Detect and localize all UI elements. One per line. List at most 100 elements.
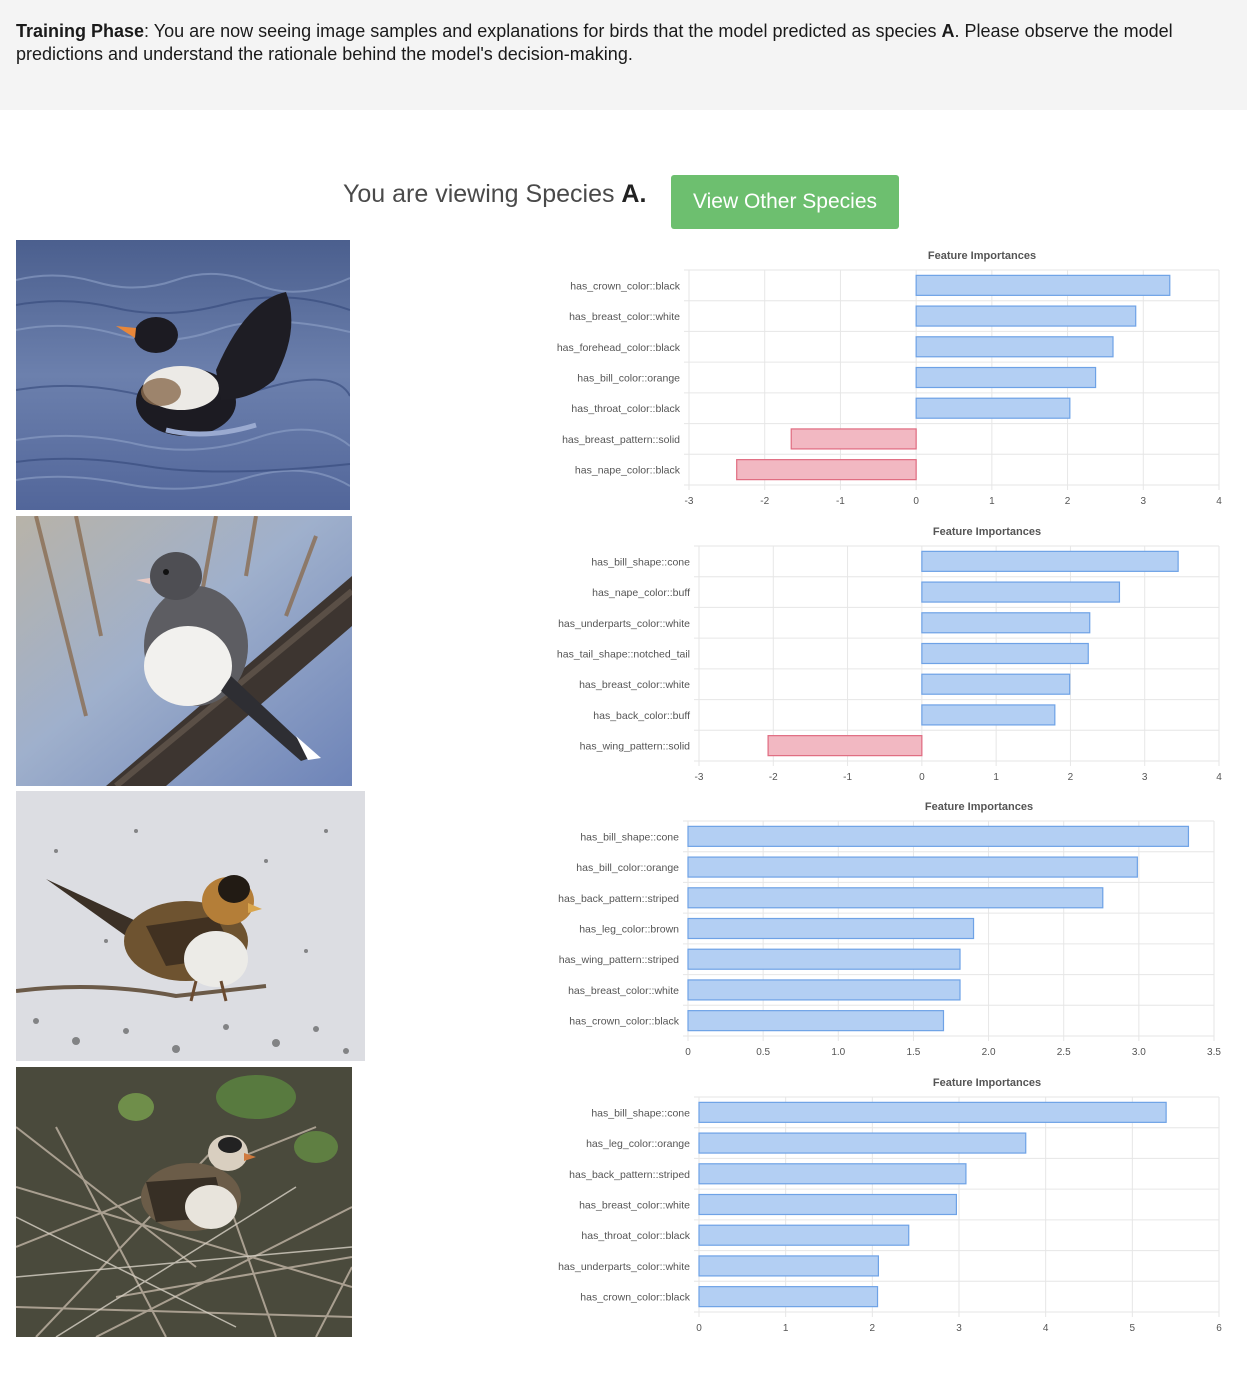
category-label: has_bill_shape::cone xyxy=(591,556,690,568)
category-label: has_wing_pattern::solid xyxy=(580,741,690,753)
category-label: has_leg_color::brown xyxy=(579,924,679,936)
category-label: has_underparts_color::white xyxy=(558,1261,690,1273)
bar-has-breast-color-white xyxy=(687,979,961,1001)
bar-has-breast-color-white xyxy=(915,305,1137,327)
x-tick-label: 0 xyxy=(685,1047,691,1058)
bar-has-breast-pattern-solid xyxy=(790,428,917,450)
x-tick-label: -1 xyxy=(843,772,852,783)
x-tick-label: 0 xyxy=(696,1323,702,1334)
category-label: has_back_pattern::striped xyxy=(569,1169,690,1181)
viewing-species-letter: A. xyxy=(621,180,647,208)
x-tick-label: -3 xyxy=(695,772,704,783)
bar-has-underparts-color-white xyxy=(921,612,1091,634)
x-tick-label: 2 xyxy=(1065,496,1071,507)
instructions-text-2: . Please observe the model predictions a… xyxy=(16,21,1173,64)
category-label: has_bill_shape::cone xyxy=(591,1107,690,1119)
viewing-prefix: You are viewing Species xyxy=(343,180,622,208)
category-label: has_nape_color::buff xyxy=(592,587,690,599)
category-label: has_breast_color::white xyxy=(568,985,679,997)
bar-has-nape-color-buff xyxy=(921,581,1121,603)
x-tick-label: -2 xyxy=(769,772,778,783)
x-tick-label: 2 xyxy=(870,1323,876,1334)
category-label: has_throat_color::black xyxy=(571,403,680,415)
category-label: has_bill_color::orange xyxy=(576,862,679,874)
x-tick-label: 6 xyxy=(1216,1323,1222,1334)
category-label: has_breast_color::white xyxy=(579,679,690,691)
bar-has-breast-color-white xyxy=(921,673,1071,695)
x-tick-label: 2.5 xyxy=(1057,1047,1071,1058)
x-tick-label: 3.0 xyxy=(1132,1047,1146,1058)
training-phase-label: Training Phase xyxy=(16,21,145,41)
x-tick-label: 1 xyxy=(783,1323,789,1334)
x-tick-label: 2 xyxy=(1068,772,1074,783)
bar-has-back-pattern-striped xyxy=(698,1163,967,1185)
x-tick-label: 0.5 xyxy=(756,1047,770,1058)
category-label: has_breast_pattern::solid xyxy=(562,434,680,446)
chart-title: Feature Importances xyxy=(933,1077,1041,1089)
category-label: has_tail_shape::notched_tail xyxy=(557,649,690,661)
bird-image-3 xyxy=(16,791,365,1061)
x-tick-label: -2 xyxy=(760,496,769,507)
x-tick-label: 5 xyxy=(1130,1323,1136,1334)
instructions-species: A xyxy=(941,21,955,41)
x-tick-label: 1 xyxy=(989,496,995,507)
view-other-species-button[interactable]: View Other Species xyxy=(671,175,899,229)
bar-has-wing-pattern-striped xyxy=(687,948,961,970)
x-tick-label: 3 xyxy=(1142,772,1148,783)
bar-has-crown-color-black xyxy=(698,1286,879,1308)
bar-has-crown-color-black xyxy=(915,274,1171,296)
feature-importance-chart-1: Feature Importances -3 -2 -1 0 1 2 3 4 has_crown_… xyxy=(540,240,1247,516)
category-label: has_wing_pattern::striped xyxy=(559,954,679,966)
instructions-banner: Training Phase: You are now seeing image… xyxy=(0,0,1247,110)
x-tick-label: 4 xyxy=(1043,1323,1049,1334)
bar-has-leg-color-orange xyxy=(698,1132,1027,1154)
x-tick-label: 1.0 xyxy=(831,1047,845,1058)
category-label: has_crown_color::black xyxy=(570,280,680,292)
feature-importance-chart-4: Feature Importances 0 1 2 3 4 5 6 has_bill_shape… xyxy=(540,1067,1247,1343)
x-tick-label: 0 xyxy=(919,772,925,783)
bar-has-bill-shape-cone xyxy=(687,825,1190,847)
bar-has-back-pattern-striped xyxy=(687,887,1104,909)
category-label: has_crown_color::black xyxy=(569,1016,679,1028)
bar-has-bill-shape-cone xyxy=(921,550,1179,572)
bird-image-4 xyxy=(16,1067,352,1337)
bird-image-1 xyxy=(16,240,350,510)
bird-image-2 xyxy=(16,516,352,786)
x-tick-label: 4 xyxy=(1216,772,1222,783)
x-tick-label: 4 xyxy=(1216,496,1222,507)
chart-title: Feature Importances xyxy=(933,526,1041,538)
bar-has-bill-shape-cone xyxy=(698,1101,1167,1123)
category-label: has_underparts_color::white xyxy=(558,618,690,630)
category-label: has_back_color::buff xyxy=(593,710,690,722)
feature-importance-chart-2: Feature Importances -3 -2 -1 0 1 2 3 4 has_bill_s… xyxy=(540,516,1247,792)
x-tick-label: 1 xyxy=(993,772,999,783)
x-tick-label: -1 xyxy=(836,496,845,507)
bar-has-tail-shape-notched-tail xyxy=(921,642,1089,665)
bar-has-wing-pattern-solid xyxy=(767,735,923,757)
x-tick-label: 1.5 xyxy=(906,1047,920,1058)
bar-has-back-color-buff xyxy=(921,704,1056,726)
chart-title: Feature Importances xyxy=(925,801,1033,813)
x-tick-label: 3 xyxy=(1141,496,1147,507)
category-label: has_crown_color::black xyxy=(580,1292,690,1304)
bar-has-bill-color-orange xyxy=(687,856,1138,878)
bar-has-leg-color-brown xyxy=(687,917,975,940)
x-tick-label: 3.5 xyxy=(1207,1047,1221,1058)
bar-has-forehead-color-black xyxy=(915,336,1114,358)
category-label: has_bill_shape::cone xyxy=(580,831,679,843)
instructions-text-1: : You are now seeing image samples and e… xyxy=(144,21,942,41)
bar-has-crown-color-black xyxy=(687,1010,945,1032)
bar-has-throat-color-black xyxy=(915,397,1071,419)
bar-has-nape-color-black xyxy=(736,459,917,481)
chart-title: Feature Importances xyxy=(928,250,1036,262)
category-label: has_breast_color::white xyxy=(579,1200,690,1212)
category-label: has_leg_color::orange xyxy=(586,1138,690,1150)
category-label: has_breast_color::white xyxy=(569,311,680,323)
x-tick-label: -3 xyxy=(685,496,694,507)
feature-importance-chart-3: Feature Importances 0 0.5 1.0 1.5 2.0 2.5 3.0 3.… xyxy=(540,791,1247,1067)
x-tick-label: 0 xyxy=(913,496,919,507)
category-label: has_throat_color::black xyxy=(581,1230,690,1242)
bar-has-underparts-color-white xyxy=(698,1255,879,1277)
category-label: has_forehead_color::black xyxy=(557,342,681,354)
category-label: has_bill_color::orange xyxy=(577,373,680,385)
